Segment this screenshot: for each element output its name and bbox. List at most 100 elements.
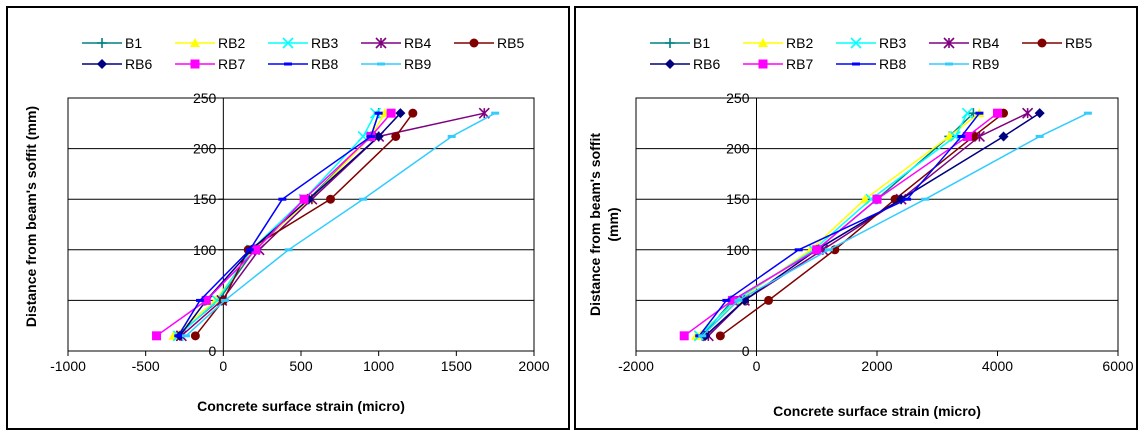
- chart-left-point-rb8: [196, 298, 205, 302]
- chart-right-point-rb7: [872, 194, 882, 204]
- chart-left-point-rb7: [386, 108, 396, 118]
- chart-right-legend-item-rb9: RB9: [929, 56, 999, 72]
- chart-left: 050100150200250-1000-5000500100015002000…: [6, 6, 570, 430]
- chart-left-point-rb8: [278, 197, 287, 201]
- chart-left-legend-marker-rb7: [190, 59, 200, 69]
- chart-left-legend-marker-b1: [97, 38, 107, 48]
- chart-left-point-rb8: [374, 111, 383, 115]
- chart-left-point-rb9: [284, 248, 293, 252]
- chart-left-point-rb8: [245, 248, 254, 252]
- chart-left-legend-marker-rb2: [190, 38, 200, 47]
- chart-right-point-rb2: [859, 194, 870, 204]
- chart-right-y-tick-label-250: 250: [726, 90, 750, 106]
- chart-right-y-tick-label-100: 100: [726, 242, 750, 258]
- chart-right-point-rb7: [727, 295, 737, 305]
- chart-left-legend-item-rb6: RB6: [82, 56, 152, 72]
- chart-left-y-tick-label-150: 150: [193, 191, 217, 207]
- chart-right-y-axis-title: Distance from beam's soffit: [587, 133, 603, 316]
- chart-left-legend-label-b1: B1: [125, 35, 142, 51]
- chart-left-legend-item-rb4: RB4: [361, 35, 431, 51]
- chart-right-legend-item-rb7: RB7: [743, 56, 813, 72]
- chart-right-legend-marker-rb7: [758, 59, 768, 69]
- chart-right-series-line-rb3: [698, 112, 969, 337]
- chart-right-series-line-rb7: [683, 112, 998, 337]
- chart-right-legend-item-rb4: RB4: [929, 35, 999, 51]
- chart-right-point-rb8: [975, 111, 984, 115]
- chart-left-legend-label-rb7: RB7: [218, 56, 245, 72]
- chart-left-point-rb8: [174, 334, 183, 338]
- chart-right-point-rb8: [722, 298, 731, 302]
- chart-left-point-rb9: [359, 197, 368, 201]
- chart-left-legend-marker-rb9: [377, 62, 385, 66]
- chart-right-x-tick-label-4000: 4000: [982, 358, 1013, 374]
- chart-right-legend-item-rb3: RB3: [836, 35, 906, 51]
- chart-right-y-tick-label-150: 150: [726, 191, 750, 207]
- chart-left-point-rb9: [491, 111, 500, 115]
- chart-left-point-rb9: [447, 134, 456, 138]
- chart-left-point-rb5: [391, 131, 401, 141]
- chart-left-x-tick-label-0: 0: [219, 358, 227, 374]
- chart-right-x-tick-label-2000: 2000: [861, 358, 892, 374]
- chart-left-y-axis-title: Distance from beam's soffit (mm): [23, 106, 39, 327]
- chart-right-point-rb8: [903, 197, 912, 201]
- chart-left-legend-marker-rb5: [469, 38, 479, 48]
- chart-right-x-tick-label--2000: -2000: [618, 358, 654, 374]
- chart-left-legend-item-rb2: RB2: [175, 35, 245, 51]
- chart-left-legend-marker-rb8: [284, 62, 292, 66]
- chart-left-point-rb9: [220, 298, 229, 302]
- chart-right-legend-item-rb5: RB5: [1022, 35, 1092, 51]
- chart-right-legend-marker-rb4: [943, 37, 955, 49]
- chart-right-point-rb8: [794, 248, 803, 252]
- chart-right-series-line-rb9: [701, 112, 1089, 337]
- chart-right-point-rb7: [679, 331, 689, 341]
- chart-right-legend-item-b1: B1: [650, 35, 710, 51]
- chart-right-legend-item-rb8: RB8: [836, 56, 906, 72]
- chart-left-legend-label-rb3: RB3: [311, 35, 338, 51]
- chart-left-series-line-rb3: [177, 112, 377, 337]
- chart-left-x-axis-title: Concrete surface strain (micro): [197, 398, 405, 414]
- chart-right-point-rb9: [1035, 134, 1044, 138]
- chart-left-series-line-rb8: [177, 112, 380, 337]
- chart-left-point-rb9: [182, 334, 191, 338]
- chart-left-legend-label-rb6: RB6: [125, 56, 152, 72]
- chart-left-point-rb8: [366, 134, 375, 138]
- chart-right-point-rb5: [715, 331, 725, 341]
- chart-right-series-rb9: [698, 111, 1092, 338]
- chart-left-legend-marker-rb3: [282, 37, 294, 49]
- chart-right-x-tick-label-0: 0: [753, 358, 761, 374]
- chart-right-point-rb9: [734, 298, 743, 302]
- chart-left-legend-item-rb9: RB9: [361, 56, 431, 72]
- chart-right-legend-marker-rb2: [758, 38, 768, 47]
- chart-left-point-rb7: [152, 331, 162, 341]
- chart-right-point-rb7: [993, 108, 1002, 118]
- chart-right-point-rb8: [957, 134, 966, 138]
- chart-left-series-line-rb9: [185, 112, 496, 337]
- chart-right-legend-item-rb6: RB6: [650, 56, 720, 72]
- chart-left-legend-marker-rb6: [97, 59, 107, 69]
- chart-right-y-tick-label-200: 200: [726, 141, 750, 157]
- chart-left-legend-item-rb3: RB3: [268, 35, 338, 51]
- chart-right-x-axis-title: Concrete surface strain (micro): [773, 403, 981, 419]
- chart-right-x-tick-label-6000: 6000: [1102, 358, 1133, 374]
- chart-left-legend-item-rb5: RB5: [454, 35, 524, 51]
- chart-right-svg: 050100150200250-20000200040006000Concret…: [574, 6, 1138, 430]
- chart-left-legend-label-rb9: RB9: [404, 56, 431, 72]
- chart-left-point-rb7: [251, 245, 261, 255]
- chart-right-legend-marker-rb5: [1037, 38, 1047, 48]
- chart-right-point-rb6: [896, 194, 907, 205]
- chart-right-point-rb9: [698, 334, 707, 338]
- chart-left-series-rb9: [182, 111, 500, 338]
- chart-left-point-rb5: [326, 194, 336, 204]
- chart-left-legend-label-rb4: RB4: [404, 35, 431, 51]
- chart-right-legend-marker-rb6: [665, 59, 675, 69]
- chart-right-point-rb3: [961, 107, 973, 119]
- chart-left-point-rb6: [373, 131, 384, 142]
- chart-right-series-line-rb5: [719, 112, 1004, 337]
- chart-left-y-tick-label-0: 0: [209, 343, 217, 359]
- chart-right-legend-label-b1: B1: [693, 35, 710, 51]
- chart-left-x-tick-label-1000: 1000: [363, 358, 394, 374]
- chart-left-legend-label-rb8: RB8: [311, 56, 338, 72]
- chart-right-legend-label-rb6: RB6: [693, 56, 720, 72]
- chart-left-point-rb7: [201, 295, 211, 305]
- chart-right-legend-marker-rb3: [850, 37, 862, 49]
